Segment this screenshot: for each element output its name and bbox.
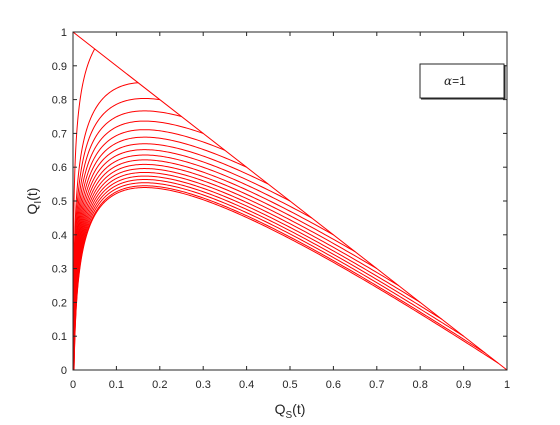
y-axis-label-suffix: (t): [24, 188, 40, 201]
y-tick-label-5: 0.5: [52, 196, 67, 208]
y-axis-label-base: Q: [24, 203, 40, 214]
x-axis-label-suffix: (t): [292, 401, 305, 417]
axes-layer: 0 0.1 0.2 0.3 0.4 0.5 0.6 0.7 0.8 0.9 1 0 0.1 0.2 0.3 0…: [52, 27, 510, 391]
legend-alpha-symbol: α: [444, 74, 452, 88]
y-tick-label-7: 0.7: [52, 128, 67, 140]
x-tick-label-1: 0.1: [109, 379, 124, 391]
x-axis-label: QS(t): [275, 401, 306, 420]
x-tick-label-6: 0.6: [326, 379, 341, 391]
x-tick-label-0: 0: [70, 379, 76, 391]
y-tick-label-6: 0.6: [52, 162, 67, 174]
legend-value: =1: [452, 74, 466, 88]
y-tick-label-0: 0: [61, 365, 67, 377]
x-tick-label-8: 0.8: [413, 379, 428, 391]
y-tick-label-2: 0.2: [52, 297, 67, 309]
x-tick-label-2: 0.2: [152, 379, 167, 391]
x-tick-label-5: 0.5: [282, 379, 297, 391]
y-tick-label-8: 0.8: [52, 95, 67, 107]
x-tick-label-7: 0.7: [369, 379, 384, 391]
x-axis-label-base: Q: [275, 401, 286, 417]
y-tick-label-3: 0.3: [52, 264, 67, 276]
x-tick-label-9: 0.9: [456, 379, 471, 391]
legend-label: α=1: [444, 74, 466, 88]
y-axis-label-subscript: I: [33, 201, 44, 204]
x-tick-label-4: 0.4: [239, 379, 254, 391]
x-tick-label-3: 0.3: [196, 379, 211, 391]
legend-box: α=1: [419, 63, 506, 100]
y-tick-label-9: 0.9: [52, 61, 67, 73]
series-curve-20: [73, 187, 499, 371]
y-axis-label: QI(t): [24, 188, 44, 215]
x-tick-label-10: 1: [504, 379, 510, 391]
y-tick-label-4: 0.4: [52, 230, 67, 242]
x-axis-label-subscript: S: [286, 410, 293, 420]
legend-frame: [419, 63, 505, 99]
y-tick-label-10: 1: [61, 27, 67, 39]
y-tick-label-1: 0.1: [52, 331, 67, 343]
